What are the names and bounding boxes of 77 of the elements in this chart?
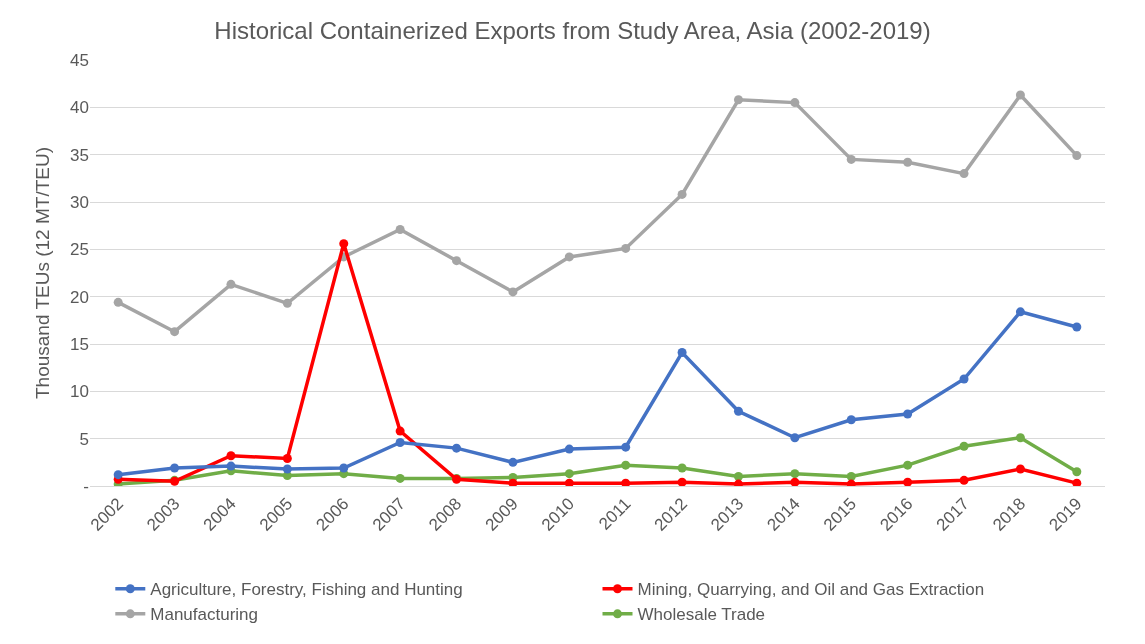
chart-title: Historical Containerized Exports from Study Area, Asia (2002-2019) [214,17,931,45]
point [395,224,405,234]
point [1072,151,1082,161]
point [959,374,969,384]
point [790,469,800,479]
y-tick-label: 15 [70,334,89,354]
point [226,461,236,471]
legend-label: Wholesale Trade [637,605,766,625]
point [113,470,123,480]
y-tick-label: 40 [70,98,89,118]
point [282,298,292,308]
legend-label: Mining, Quarrying, and Oil and Gas Extraction [637,580,985,600]
point [733,479,743,486]
point [621,442,631,452]
point [1015,307,1025,317]
legend-label: Agriculture, Forestry, Fishing and Hunting [150,580,463,600]
point [1015,433,1025,443]
y-tick-label: 10 [70,382,89,402]
point [564,252,574,262]
point [395,437,405,447]
point [564,478,574,486]
point [564,469,574,479]
point [677,348,687,358]
point [508,478,518,486]
y-tick-label: - [83,476,89,496]
point [733,406,743,416]
y-tick-label: 35 [70,145,89,165]
point [1015,464,1025,474]
point [846,472,856,482]
point [621,243,631,253]
point [395,426,405,436]
point [564,444,574,454]
point [170,463,180,473]
point [226,279,236,289]
point [226,451,236,461]
point [677,463,687,473]
point [903,409,913,419]
point [282,464,292,474]
y-tick-label: 5 [79,429,89,449]
y-tick-label: 20 [70,287,89,307]
point [903,157,913,167]
point [846,415,856,425]
point [508,457,518,467]
point [733,95,743,105]
point [113,297,123,307]
legend-label: Manufacturing [150,605,259,625]
point [677,189,687,199]
y-tick-label: 45 [70,50,89,70]
point [395,473,405,483]
point [452,256,462,266]
point [903,477,913,486]
point [282,454,292,464]
point [959,169,969,179]
point [677,477,687,486]
point [339,463,349,473]
point [621,478,631,486]
point [903,460,913,470]
point [846,154,856,164]
point [1072,322,1082,332]
point [959,475,969,485]
point [621,460,631,470]
point [170,327,180,337]
point [790,98,800,108]
point [790,433,800,443]
y-axis-title: Thousand TEUs (12 MT/TEU) [31,146,53,400]
y-tick-label: 25 [70,240,89,260]
point [508,287,518,297]
point [733,472,743,482]
y-tick-label: 30 [70,192,89,212]
point [452,443,462,453]
point [1072,467,1082,477]
point [1072,478,1082,486]
point [846,479,856,486]
point [1015,90,1025,100]
point [339,239,349,249]
point [959,441,969,451]
point [790,477,800,486]
